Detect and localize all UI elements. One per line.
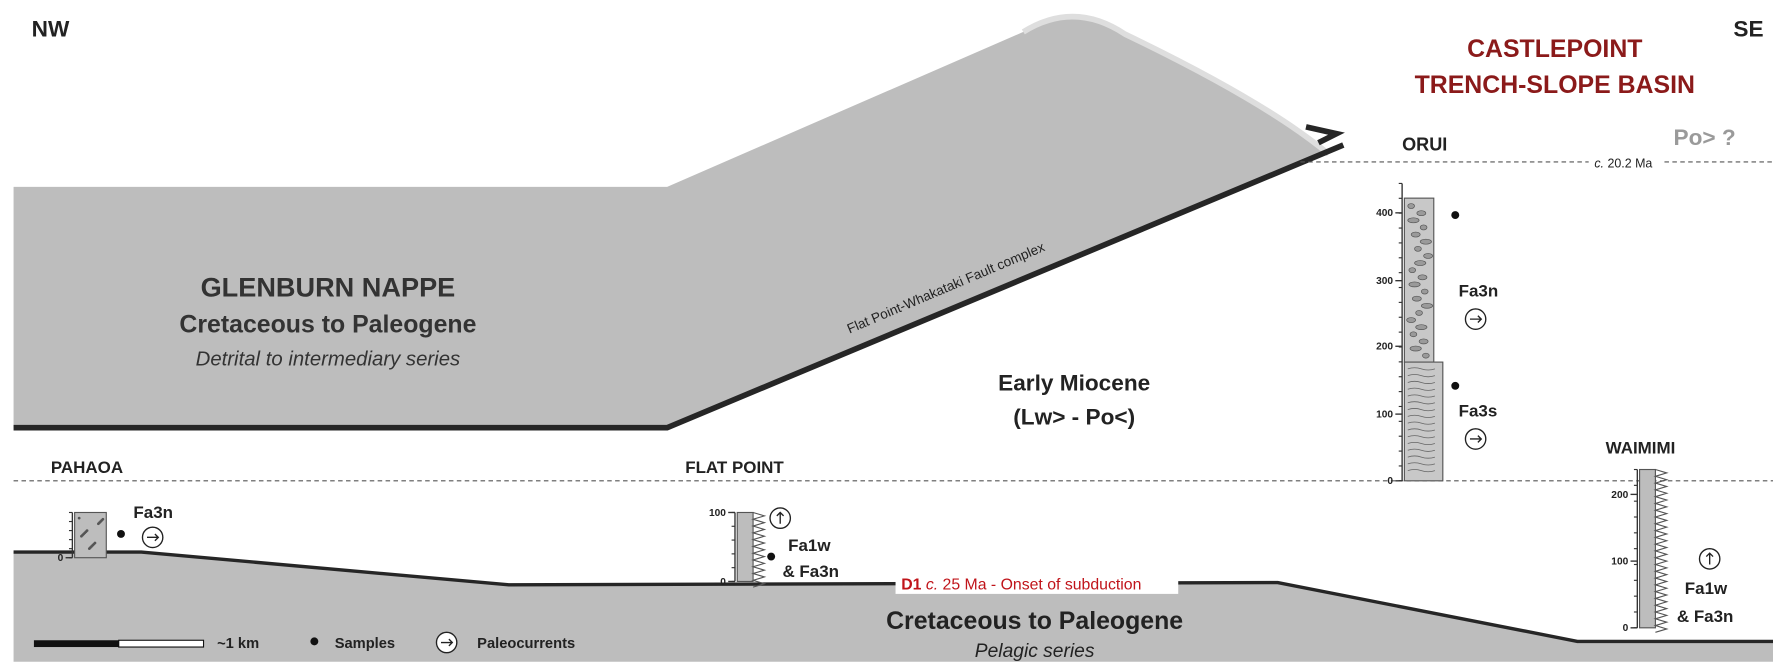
column-beds bbox=[1655, 470, 1666, 633]
clast bbox=[1421, 289, 1428, 294]
event-label: D1 c. 25 Ma - Onset of subduction bbox=[901, 576, 1141, 593]
facies-label: & Fa3n bbox=[782, 562, 839, 581]
column-tick-label: 300 bbox=[1376, 276, 1393, 287]
clast bbox=[1420, 239, 1431, 244]
paleocurrents-label: Paleocurrents bbox=[477, 636, 575, 652]
column-body bbox=[1640, 470, 1656, 628]
column-body bbox=[737, 512, 753, 581]
basin-title: CASTLEPOINT bbox=[1467, 35, 1642, 63]
clast bbox=[1412, 296, 1421, 301]
clast bbox=[80, 535, 83, 538]
clast bbox=[1415, 246, 1422, 251]
datum-age: 20.2 Ma bbox=[1607, 157, 1652, 171]
nappe-series: Detrital to intermediary series bbox=[196, 348, 461, 370]
orientation-right: SE bbox=[1733, 16, 1763, 41]
section-name: FLAT POINT bbox=[685, 458, 784, 477]
sample-symbol bbox=[1451, 382, 1459, 390]
column-tick-label: 100 bbox=[709, 508, 726, 519]
clast bbox=[1422, 353, 1429, 358]
orientation-left: NW bbox=[32, 16, 70, 41]
column-body bbox=[1404, 198, 1433, 362]
nappe-age: Cretaceous to Paleogene bbox=[179, 311, 476, 339]
column-tick-label: 0 bbox=[58, 553, 64, 564]
column-tick-label: 0 bbox=[1387, 476, 1393, 487]
facies-label: Fa3s bbox=[1459, 401, 1498, 420]
clast bbox=[1408, 204, 1415, 209]
clast bbox=[1410, 346, 1421, 351]
section-name: WAIMIMI bbox=[1606, 439, 1676, 458]
scale-label: ~1 km bbox=[217, 636, 259, 652]
sample-symbol bbox=[310, 637, 318, 645]
column-tick-label: 400 bbox=[1376, 208, 1393, 219]
scale-bar bbox=[34, 640, 119, 647]
clast bbox=[1410, 332, 1417, 337]
clast bbox=[1408, 218, 1419, 223]
clast bbox=[97, 522, 100, 525]
clast bbox=[1411, 232, 1420, 237]
clast bbox=[1420, 225, 1427, 230]
basement-age: Cretaceous to Paleogene bbox=[886, 607, 1183, 635]
clast bbox=[1421, 303, 1432, 308]
clast bbox=[1419, 339, 1428, 344]
column-tick-label: 100 bbox=[1376, 410, 1393, 421]
facies-label: Fa1w bbox=[788, 536, 831, 555]
event-code: D1 bbox=[901, 576, 921, 593]
facies-label: Fa3n bbox=[1459, 282, 1499, 301]
column-tick-label: 200 bbox=[1376, 342, 1393, 353]
basement-series: Pelagic series bbox=[975, 641, 1095, 662]
clast bbox=[1417, 211, 1426, 216]
clast bbox=[1416, 325, 1427, 330]
column-beds bbox=[753, 512, 764, 587]
miocene-stages: (Lw> - Po<) bbox=[1013, 404, 1135, 429]
clast bbox=[88, 547, 91, 550]
clast bbox=[1409, 282, 1420, 287]
clast bbox=[1415, 261, 1426, 266]
clast bbox=[1407, 318, 1416, 323]
top-unit: Po> ? bbox=[1673, 125, 1735, 150]
column-tick-label: 0 bbox=[720, 577, 726, 588]
sample-symbol bbox=[1451, 211, 1459, 219]
sample-symbol bbox=[117, 530, 125, 538]
cross-section: NW SE CASTLEPOINT TRENCH-SLOPE BASIN Po>… bbox=[0, 0, 1773, 662]
scale-bar bbox=[119, 640, 204, 647]
clast bbox=[1409, 268, 1416, 273]
column-tick-label: 100 bbox=[1611, 556, 1628, 567]
facies-label: & Fa3n bbox=[1677, 607, 1734, 626]
samples-label: Samples bbox=[335, 636, 395, 652]
sample-symbol bbox=[767, 553, 775, 561]
column-tick-label: 200 bbox=[1611, 490, 1628, 501]
basin-title: TRENCH-SLOPE BASIN bbox=[1415, 71, 1695, 99]
column-tick-label: 0 bbox=[1623, 623, 1629, 634]
datum-prefix: c. bbox=[1594, 157, 1604, 171]
facies-label: Fa1w bbox=[1685, 579, 1728, 598]
miocene-age: Early Miocene bbox=[998, 370, 1150, 395]
nappe-name: GLENBURN NAPPE bbox=[201, 272, 456, 303]
event-prefix: c. bbox=[926, 576, 938, 593]
clast bbox=[78, 517, 81, 520]
section-name: ORUI bbox=[1402, 135, 1447, 155]
clast bbox=[1416, 310, 1423, 315]
facies-label: Fa3n bbox=[133, 503, 173, 522]
section-name: PAHAOA bbox=[51, 458, 123, 477]
clast bbox=[1424, 253, 1433, 258]
datum-label: c. 20.2 Ma bbox=[1594, 157, 1652, 171]
clast bbox=[1418, 275, 1427, 280]
event-text: 25 Ma - Onset of subduction bbox=[943, 576, 1142, 593]
